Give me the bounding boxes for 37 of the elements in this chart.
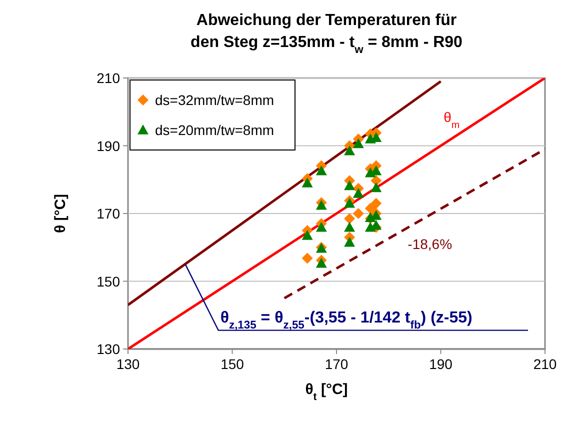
point [370, 182, 382, 192]
point [316, 200, 327, 210]
point [316, 222, 327, 232]
x-tick-label: 190 [429, 356, 453, 372]
series-label: -18,6% [408, 236, 452, 252]
y-tick-label: 210 [96, 70, 120, 86]
point [370, 198, 382, 209]
point [344, 198, 356, 208]
point [316, 165, 327, 176]
point [344, 180, 356, 190]
y-tick-label: 150 [96, 273, 120, 290]
point [364, 202, 376, 214]
x-tick-label: 210 [533, 356, 557, 372]
x-tick-label: 170 [324, 356, 348, 372]
point [344, 222, 356, 232]
y-tick-label: 170 [96, 206, 120, 222]
point [352, 208, 364, 219]
x-axis-title: θ$_{t}$ [°C] [305, 381, 348, 403]
point [344, 213, 356, 224]
point [302, 230, 313, 240]
chart-title: Abweichung der Temperaturen für den Steg z=135mm - t$_{w}$ = 8mm - R90 [190, 12, 463, 56]
point [344, 145, 356, 156]
x-tick-label: 150 [220, 356, 244, 372]
x-tick-label: 130 [116, 356, 140, 372]
y-axis-title: θ [°C] [52, 194, 69, 234]
point [352, 188, 364, 198]
point [302, 178, 313, 188]
y-tick-label: 130 [96, 341, 120, 357]
point [344, 236, 356, 247]
y-tick-label: 190 [96, 138, 120, 154]
point [316, 258, 327, 268]
point [302, 252, 313, 264]
legend-label: ds=20mm/tw=8mm [155, 122, 274, 138]
series-label: θ$_{m}$ [444, 109, 460, 131]
annotation: θ$_{z,135}$ = θ$_{z,55}$-(3,55 - 1/142 t$_{fb}$) (z-55) [220, 309, 472, 332]
legend-label: ds=32mm/tw=8mm [155, 92, 274, 108]
point [352, 138, 364, 148]
